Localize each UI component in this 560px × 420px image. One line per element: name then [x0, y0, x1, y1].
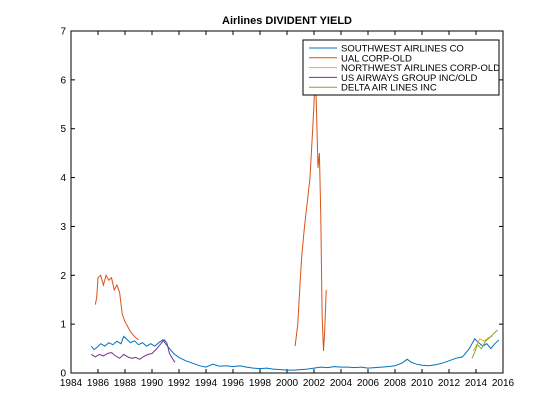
x-tick-label: 2014	[465, 378, 488, 389]
x-tick-label: 1994	[195, 378, 218, 389]
y-tick-label: 0	[60, 369, 66, 380]
x-tick-label: 2010	[411, 378, 434, 389]
legend-entry: DELTA AIR LINES INC	[341, 83, 437, 94]
x-tick-label: 2008	[384, 378, 407, 389]
series-lines	[90, 65, 500, 371]
series-line-ual-corp-old	[94, 65, 327, 352]
x-tick-label: 2016	[492, 378, 515, 389]
y-tick-label: 3	[60, 222, 66, 233]
y-tick-label: 2	[60, 271, 66, 282]
y-tick-label: 1	[60, 320, 66, 331]
series-line-southwest-airlines-co	[90, 335, 500, 371]
x-axis: 1984 1986 1988 1990 1992 1994 1996 1998 2000 2002…	[60, 31, 515, 389]
x-tick-label: 2002	[303, 378, 326, 389]
x-tick-label: 1992	[168, 378, 191, 389]
x-tick-label: 1990	[141, 378, 164, 389]
x-tick-label: 1984	[60, 378, 83, 389]
y-tick-label: 6	[60, 75, 66, 86]
series-line-northwest-airlines-corp-old	[472, 335, 493, 352]
x-tick-label: 2012	[438, 378, 461, 389]
legend-entry: NORTHWEST AIRLINES CORP-OLD	[341, 63, 500, 74]
series-line-delta-air-lines-inc	[471, 329, 498, 359]
x-tick-label: 2004	[330, 378, 353, 389]
x-tick-label: 1998	[249, 378, 272, 389]
x-tick-label: 1988	[114, 378, 137, 389]
x-tick-label: 2000	[276, 378, 299, 389]
legend-entry: UAL CORP-OLD	[341, 53, 412, 64]
y-tick-label: 4	[60, 173, 66, 184]
x-tick-label: 2006	[357, 378, 380, 389]
y-axis: 0 1 2 3 4 5 6 7	[60, 27, 503, 380]
legend-entry: SOUTHWEST AIRLINES CO	[341, 44, 464, 55]
legend-entry: US AIRWAYS GROUP INC/OLD	[341, 73, 478, 84]
x-tick-label: 1996	[222, 378, 245, 389]
chart-title: Airlines DIVIDENT YIELD	[222, 15, 352, 27]
series-line-us-airways-group-inc-old	[91, 339, 176, 363]
x-tick-label: 1986	[87, 378, 110, 389]
y-tick-label: 5	[60, 124, 66, 135]
y-tick-label: 7	[60, 27, 66, 38]
